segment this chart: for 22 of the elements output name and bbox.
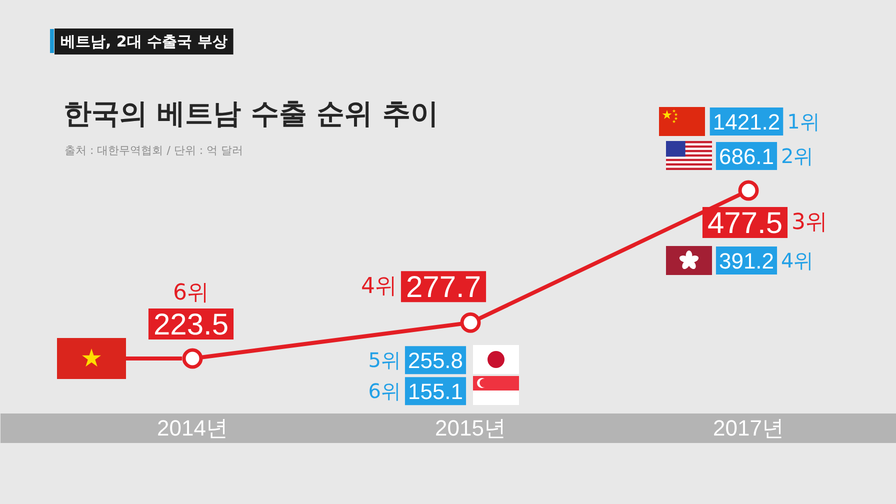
annotation: 5위	[368, 348, 401, 372]
annotation: 3위	[792, 210, 828, 235]
annotation: 255.8	[408, 348, 464, 374]
text: 6위	[368, 379, 401, 404]
text: 1421.2	[712, 110, 780, 134]
x-tick-label: 2017년	[713, 416, 784, 440]
x-tick-label: 2014년	[157, 416, 228, 440]
annotation: 4위	[781, 248, 814, 272]
text: 1위	[787, 110, 820, 134]
chart-subtitle: 출처 : 대한무역협회 / 단위 : 억 달러	[64, 144, 244, 157]
chart-title: 한국의 베트남 수출 순위 추이	[64, 97, 438, 130]
text: 2위	[781, 144, 814, 168]
annotation: 6위	[173, 280, 209, 306]
annotation: 4위	[360, 274, 397, 300]
text: 베트남, 2대 수출국 부상	[60, 32, 228, 50]
text: 155.1	[408, 379, 464, 404]
x-tick-label: 2015년	[435, 416, 506, 440]
annotation: 391.2	[718, 248, 774, 274]
data-label: 477.5	[707, 207, 783, 240]
data-label: 277.7	[406, 271, 482, 304]
data-label: 223.5	[153, 308, 229, 342]
text: 686.1	[718, 144, 774, 169]
